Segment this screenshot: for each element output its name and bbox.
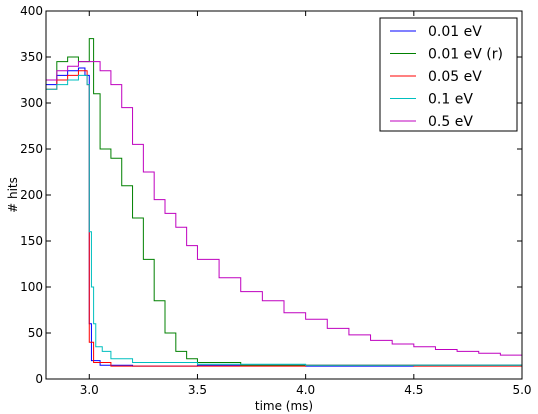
x-tick-label: 5.0 [512, 383, 531, 397]
x-tick-label: 4.0 [296, 383, 315, 397]
y-tick-label: 200 [20, 188, 43, 202]
legend: 0.01 eV 0.01 eV (r) 0.05 eV 0.1 eV 0.5 eV [379, 17, 518, 132]
x-tick-label: 4.5 [404, 383, 423, 397]
series-line-1 [46, 38, 522, 366]
x-tick-label: 3.5 [188, 383, 207, 397]
series-line-3 [46, 74, 522, 366]
legend-label-2: 0.05 eV [428, 69, 482, 85]
y-tick-label: 300 [20, 96, 43, 110]
legend-box [379, 17, 518, 132]
y-tick-label: 100 [20, 280, 43, 294]
ticks-layer: 3.0 3.5 4.0 4.5 5.0 0 50 100 150 200 250 300 350 400 [20, 4, 531, 397]
x-axis-label: time (ms) [255, 399, 313, 413]
y-tick-label: 400 [20, 4, 43, 18]
x-tick-label: 3.0 [80, 383, 99, 397]
legend-label-3: 0.1 eV [428, 92, 473, 108]
y-tick-label: 0 [35, 372, 43, 386]
series-layer [46, 38, 523, 367]
legend-label-0: 0.01 eV [428, 24, 482, 40]
y-tick-label: 250 [20, 142, 43, 156]
y-tick-label: 50 [28, 326, 43, 340]
legend-label-1: 0.01 eV (r) [428, 47, 503, 63]
series-line-4 [46, 61, 523, 356]
y-tick-label: 150 [20, 234, 43, 248]
legend-label-4: 0.5 eV [428, 114, 473, 130]
y-tick-label: 350 [20, 50, 43, 64]
y-axis-label: # hits [6, 177, 20, 213]
